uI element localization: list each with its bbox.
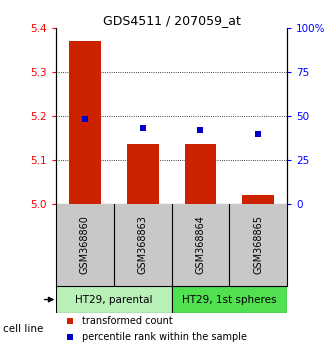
Text: GSM368865: GSM368865 — [253, 215, 263, 274]
Bar — [56, 286, 172, 313]
Text: percentile rank within the sample: percentile rank within the sample — [82, 332, 247, 342]
Title: GDS4511 / 207059_at: GDS4511 / 207059_at — [103, 14, 241, 27]
Text: GSM368860: GSM368860 — [80, 215, 90, 274]
Point — [198, 127, 203, 133]
Bar — [172, 286, 287, 313]
Bar — [127, 144, 159, 204]
Point — [82, 117, 88, 122]
Point — [256, 131, 261, 136]
Bar — [184, 144, 216, 204]
Point — [67, 318, 73, 324]
Text: transformed count: transformed count — [82, 316, 172, 326]
Text: cell line: cell line — [3, 324, 44, 333]
Bar — [69, 41, 101, 204]
Bar — [242, 195, 274, 204]
Text: GSM368864: GSM368864 — [195, 215, 206, 274]
Point — [67, 334, 73, 339]
Point — [140, 125, 146, 131]
Text: HT29, 1st spheres: HT29, 1st spheres — [182, 295, 277, 304]
Text: GSM368863: GSM368863 — [138, 215, 148, 274]
Text: HT29, parental: HT29, parental — [75, 295, 152, 304]
